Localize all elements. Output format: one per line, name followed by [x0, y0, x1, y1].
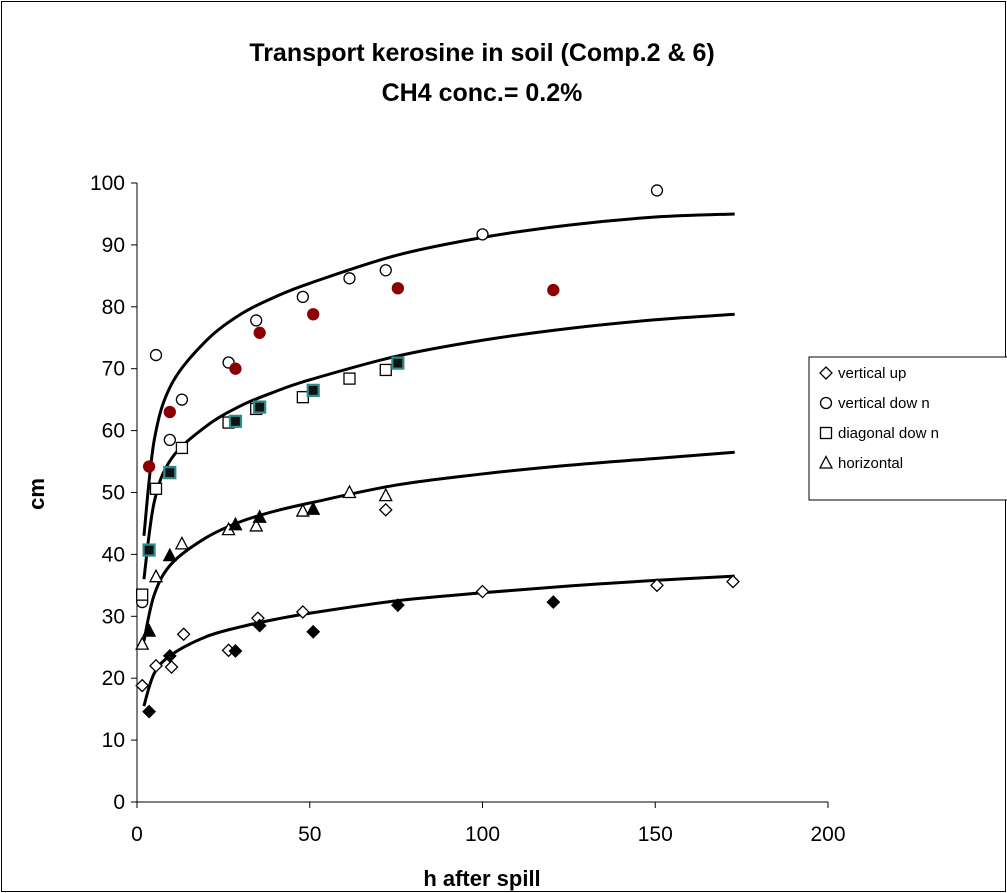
data-point-circle [476, 228, 489, 241]
legend-box [808, 356, 1007, 501]
data-point-circle [650, 184, 664, 197]
data-point-circle [379, 264, 392, 277]
data-point-diamond [475, 584, 490, 599]
data-point-triangle [306, 501, 321, 515]
x-tick-label: 0 [131, 823, 143, 846]
chart-title: Transport kerosine in soil (Comp.2 & 6) [249, 39, 714, 67]
data-point-circle [163, 405, 176, 419]
data-point-diamond [306, 624, 321, 639]
data-point-diamond [149, 658, 163, 673]
data-points [135, 184, 740, 719]
legend-entry-label: horizontal [838, 455, 903, 472]
data-point-circle [250, 314, 263, 327]
y-tick-label: 70 [102, 358, 125, 381]
data-point-diamond [726, 574, 740, 589]
x-tick-label: 50 [298, 823, 321, 846]
data-point-circle [175, 393, 189, 406]
data-point-diamond [142, 704, 157, 719]
data-point-diamond [546, 595, 561, 609]
x-axis-label: h after spill [423, 866, 540, 891]
data-point-circle [229, 362, 242, 375]
x-tick-label: 100 [465, 823, 500, 846]
y-tick-label: 80 [102, 296, 125, 319]
legend-entry-label: diagonal dow n [838, 425, 939, 442]
data-point-circle [163, 433, 176, 447]
axes: 0 10 20 30 40 50 60 70 80 90 100 0 50 100 150 200 [90, 172, 846, 846]
data-point-triangle [148, 568, 164, 583]
x-tick-label: 150 [638, 823, 673, 846]
y-tick-label: 20 [102, 667, 125, 690]
legend-marker-triangle [818, 455, 834, 469]
legend-marker-circle [819, 396, 833, 410]
data-point-square [296, 391, 309, 404]
data-point-square [228, 414, 243, 428]
data-point-circle [547, 283, 560, 297]
legend-entry-label: vertical up [838, 365, 906, 382]
x-tick-label: 200 [810, 823, 845, 846]
data-point-triangle [135, 636, 150, 650]
legend-marker-square [819, 426, 833, 440]
data-point-circle [391, 282, 405, 295]
data-point-square [149, 482, 163, 495]
y-tick-label: 60 [102, 420, 125, 443]
data-point-square [175, 441, 189, 455]
data-point-circle [253, 326, 266, 339]
data-point-diamond [135, 678, 150, 693]
trendlines [142, 212, 735, 707]
y-tick-label: 30 [102, 605, 125, 628]
data-point-circle [149, 348, 163, 362]
data-point-triangle [142, 623, 157, 637]
data-point-triangle [342, 484, 357, 499]
data-point-square [253, 400, 267, 414]
y-tick-label: 0 [113, 791, 125, 814]
data-point-triangle [162, 547, 177, 562]
data-point-triangle [378, 487, 393, 502]
y-tick-label: 40 [102, 543, 125, 566]
trendline [142, 212, 735, 536]
data-point-square [343, 372, 356, 385]
data-point-circle [343, 272, 356, 285]
data-point-diamond [164, 660, 179, 674]
y-tick-label: 90 [102, 234, 125, 257]
data-point-square [306, 383, 320, 397]
data-point-diamond [390, 598, 405, 613]
data-point-square [379, 363, 392, 377]
data-point-diamond [378, 502, 393, 517]
trendline [142, 312, 735, 580]
data-point-diamond [650, 578, 664, 593]
y-axis-label: cm [24, 478, 49, 510]
y-tick-label: 100 [90, 172, 125, 195]
data-point-diamond [176, 627, 191, 642]
trendline [142, 574, 735, 707]
data-point-square [391, 356, 405, 370]
data-point-triangle [249, 518, 264, 532]
data-point-square [142, 543, 156, 557]
data-point-circle [307, 308, 320, 321]
data-point-diamond [162, 648, 177, 663]
data-point-square [163, 466, 177, 480]
trendline [142, 450, 735, 642]
legend: vertical up vertical dow n diagonal dow n h… [808, 356, 1007, 501]
legend-entry-label: vertical dow n [838, 395, 930, 412]
data-point-diamond [295, 605, 310, 619]
legend-marker-diamond [819, 366, 833, 380]
data-point-diamond [252, 618, 267, 633]
data-point-circle [142, 460, 156, 473]
chart-subtitle: CH4 conc.= 0.2% [382, 79, 583, 107]
y-tick-label: 10 [102, 729, 125, 752]
y-tick-label: 50 [102, 482, 125, 505]
data-point-diamond [228, 644, 243, 658]
data-point-circle [296, 290, 309, 304]
data-point-triangle [252, 509, 267, 523]
data-point-square [136, 588, 149, 601]
data-point-triangle [228, 516, 243, 531]
data-point-triangle [295, 503, 310, 517]
data-point-triangle [174, 535, 189, 550]
